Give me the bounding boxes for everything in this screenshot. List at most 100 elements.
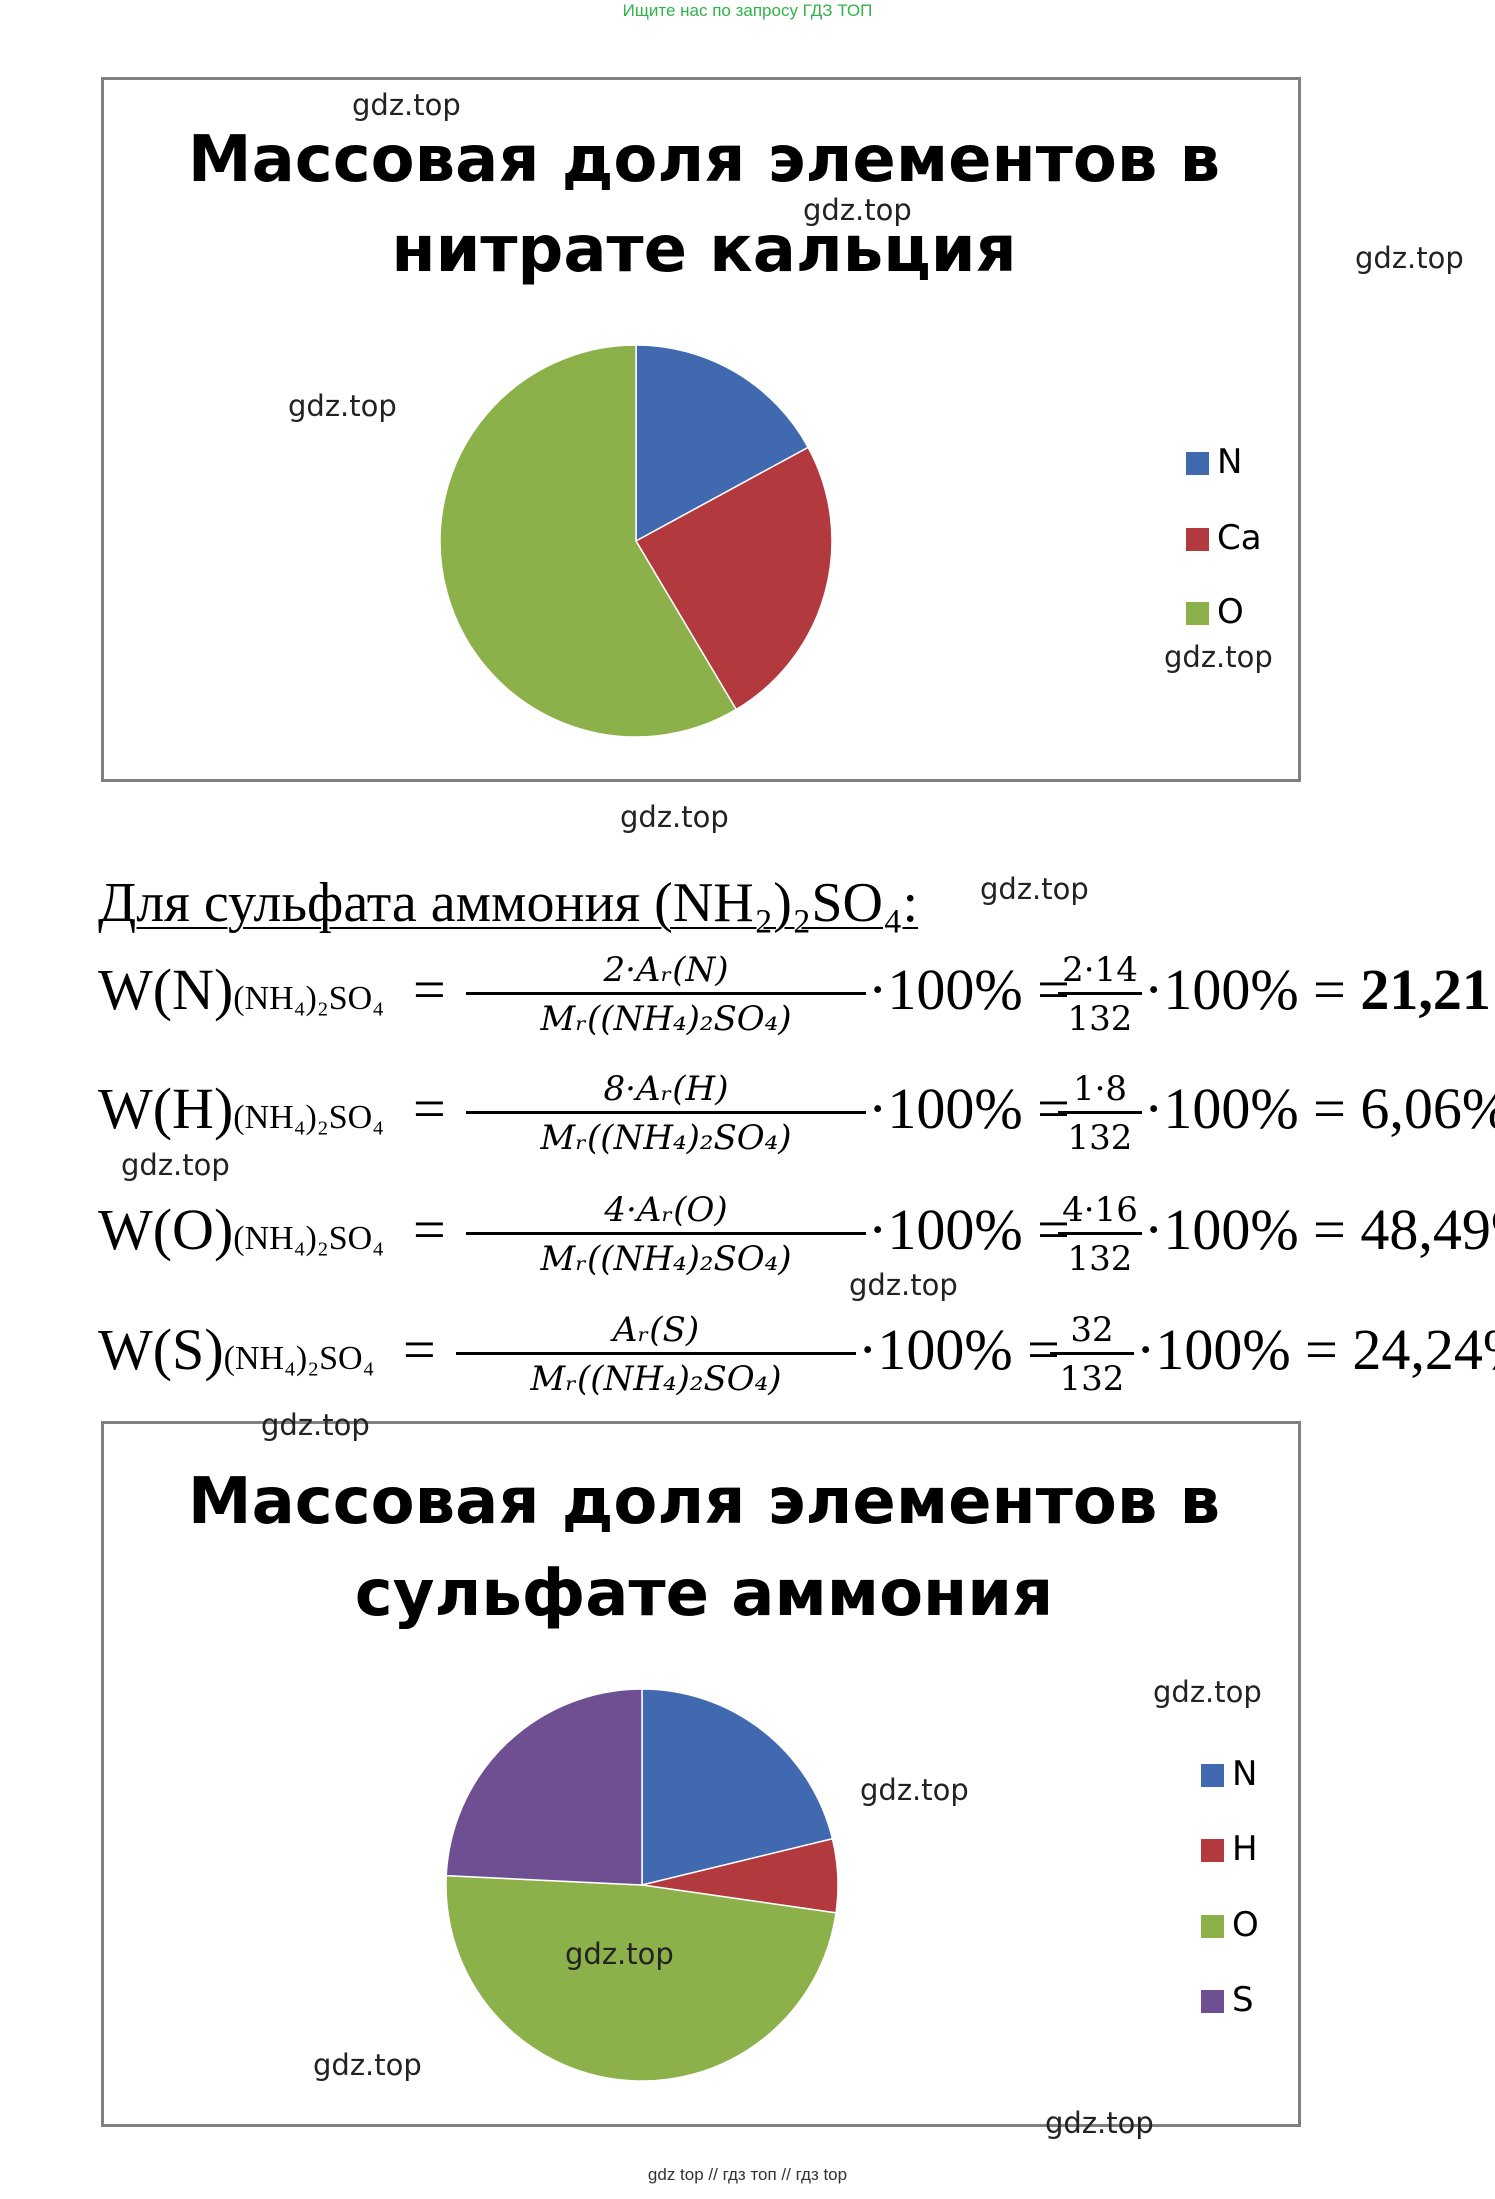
chart-1-legend-n: N xyxy=(1186,442,1242,482)
fraction-denominator: Mᵣ((NH₄)₂SO₄) xyxy=(466,1111,866,1160)
watermark: gdz.top xyxy=(313,2048,422,2082)
formula-mid: ·100% = xyxy=(858,1317,1060,1382)
fraction-numerator: 1·8 xyxy=(1072,1069,1128,1109)
watermark: gdz.top xyxy=(1355,241,1464,275)
formula-result: ·100% = 6,06% xyxy=(1144,1075,1495,1142)
result-prefix: ·100% = xyxy=(1144,957,1361,1022)
watermark: gdz.top xyxy=(1153,1675,1262,1709)
formula-result: ·100% = 21,21% xyxy=(1144,956,1495,1023)
result-value: 24,24% xyxy=(1352,1317,1495,1382)
chart-2-title-line-2: сульфате аммония xyxy=(354,1557,1054,1631)
chart-1-legend-o: O xyxy=(1186,592,1244,632)
fraction-numerator: 8·Aᵣ(H) xyxy=(603,1069,729,1109)
watermark: gdz.top xyxy=(860,1773,969,1807)
chart-1-legend-ca: Ca xyxy=(1186,518,1262,558)
chart-calcium-nitrate: Массовая доля элементов в нитрате кальци… xyxy=(101,77,1301,782)
fraction-denominator: 132 xyxy=(1058,992,1142,1041)
legend-label: S xyxy=(1232,1980,1254,2020)
watermark: gdz.top xyxy=(1164,640,1273,674)
fraction-denominator: Mᵣ((NH₄)₂SO₄) xyxy=(466,992,866,1041)
formula-fraction: 8·Aᵣ(H) Mᵣ((NH₄)₂SO₄) xyxy=(466,1067,866,1160)
chart-2-legend-n: N xyxy=(1201,1754,1257,1794)
result-value: 6,06% xyxy=(1360,1076,1495,1141)
chart-ammonium-sulfate: Массовая доля элементов в сульфате аммон… xyxy=(101,1421,1301,2127)
footer: gdz top // гдз топ // гдз top xyxy=(647,2165,848,2184)
formula-fraction-values: 32 132 xyxy=(1050,1308,1134,1401)
formula-fraction-values: 1·8 132 xyxy=(1058,1067,1142,1160)
pie-1-slice-o xyxy=(439,344,738,738)
formula-mid: ·100% = xyxy=(868,1076,1070,1141)
formula-row-o: W(O)(NH₄)₂SO₄ = 4·Aᵣ(O) Mᵣ((NH₄)₂SO₄) ·10… xyxy=(98,1188,1495,1308)
formula-symbol: W(O) xyxy=(98,1197,234,1262)
chart-2-legend-h: H xyxy=(1201,1829,1258,1869)
fraction-numerator: Aᵣ(S) xyxy=(612,1310,700,1350)
legend-label: N xyxy=(1232,1754,1258,1794)
chart-1-title-line-1: Массовая доля элементов в xyxy=(187,123,1221,197)
result-value: 21,21% xyxy=(1360,957,1495,1022)
equals-sign: = xyxy=(413,1197,446,1262)
formula-subscript: (NH₄)₂SO₄ xyxy=(223,1340,375,1377)
chart-2-legend-o: O xyxy=(1201,1905,1259,1945)
formula-mid: ·100% = xyxy=(868,957,1070,1022)
formula-row-n: W(N)(NH₄)₂SO₄ = 2·Aᵣ(N) Mᵣ((NH₄)₂SO₄) ·10… xyxy=(98,948,1495,1068)
legend-label: H xyxy=(1232,1829,1258,1869)
legend-swatch xyxy=(1186,452,1209,475)
watermark: gdz.top xyxy=(352,88,461,122)
equals-sign: = xyxy=(403,1317,436,1382)
chart-2-legend-s: S xyxy=(1201,1980,1254,2020)
formula-symbol: W(H) xyxy=(98,1076,234,1141)
watermark: gdz.top xyxy=(803,193,912,227)
legend-swatch xyxy=(1186,602,1209,625)
watermark: gdz.top xyxy=(620,800,729,834)
formula-lhs: W(H)(NH₄)₂SO₄ xyxy=(98,1075,384,1142)
fraction-denominator: 132 xyxy=(1058,1232,1142,1281)
legend-swatch xyxy=(1186,528,1209,551)
pie-2-slice-n xyxy=(641,1688,834,1886)
formula-fraction: 4·Aᵣ(O) Mᵣ((NH₄)₂SO₄) xyxy=(466,1188,866,1281)
fraction-numerator: 2·Aᵣ(N) xyxy=(603,950,729,990)
formula-lhs: W(O)(NH₄)₂SO₄ xyxy=(98,1196,384,1263)
legend-swatch xyxy=(1201,1915,1224,1938)
fraction-denominator: Mᵣ((NH₄)₂SO₄) xyxy=(466,1232,866,1281)
legend-swatch xyxy=(1201,1839,1224,1862)
fraction-numerator: 32 xyxy=(1070,1310,1114,1350)
equals-sign: = xyxy=(413,957,446,1022)
section-heading: Для сульфата аммония (NH₂)₂SO₄: xyxy=(98,872,919,934)
watermark: gdz.top xyxy=(288,389,397,423)
watermark: gdz.top xyxy=(121,1148,230,1182)
formula-symbol: W(S) xyxy=(98,1317,224,1382)
fraction-numerator: 4·Aᵣ(O) xyxy=(604,1190,728,1230)
formula-row-s: W(S)(NH₄)₂SO₄ = Aᵣ(S) Mᵣ((NH₄)₂SO₄) ·100%… xyxy=(98,1308,1495,1428)
pie-2-slice-s xyxy=(445,1688,643,1886)
fraction-denominator: Mᵣ((NH₄)₂SO₄) xyxy=(456,1352,856,1401)
formula-subscript: (NH₄)₂SO₄ xyxy=(233,1220,385,1257)
chart-1-pie xyxy=(439,344,833,738)
legend-label: O xyxy=(1232,1905,1259,1945)
fraction-denominator: 132 xyxy=(1058,1111,1142,1160)
result-value: 48,49% xyxy=(1360,1197,1495,1262)
pie-2-slice-o xyxy=(445,1874,837,2082)
watermark: gdz.top xyxy=(1045,2106,1154,2140)
result-prefix: ·100% = xyxy=(1136,1317,1353,1382)
watermark: gdz.top xyxy=(849,1268,958,1302)
formula-subscript: (NH₄)₂SO₄ xyxy=(233,1099,385,1136)
formula-subscript: (NH₄)₂SO₄ xyxy=(233,980,385,1017)
formula-fraction-values: 4·16 132 xyxy=(1058,1188,1142,1281)
pie-1-slice-ca xyxy=(634,446,833,711)
legend-label: N xyxy=(1217,442,1243,482)
fraction-denominator: 132 xyxy=(1050,1352,1134,1401)
watermark: gdz.top xyxy=(565,1937,674,1971)
pie-1-slice-n xyxy=(635,344,810,543)
equals-sign: = xyxy=(413,1076,446,1141)
formula-symbol: W(N) xyxy=(98,957,234,1022)
legend-swatch xyxy=(1201,1990,1224,2013)
legend-swatch xyxy=(1201,1764,1224,1787)
watermark: gdz.top xyxy=(261,1408,370,1442)
formula-result: ·100% = 24,24% xyxy=(1136,1316,1495,1383)
formula-fraction: Aᵣ(S) Mᵣ((NH₄)₂SO₄) xyxy=(456,1308,856,1401)
formula-mid: ·100% = xyxy=(868,1197,1070,1262)
formula-row-h: W(H)(NH₄)₂SO₄ = 8·Aᵣ(H) Mᵣ((NH₄)₂SO₄) ·10… xyxy=(98,1067,1495,1187)
formula-fraction-values: 2·14 132 xyxy=(1058,948,1142,1041)
fraction-numerator: 2·14 xyxy=(1062,950,1138,990)
formula-lhs: W(N)(NH₄)₂SO₄ xyxy=(98,956,384,1023)
